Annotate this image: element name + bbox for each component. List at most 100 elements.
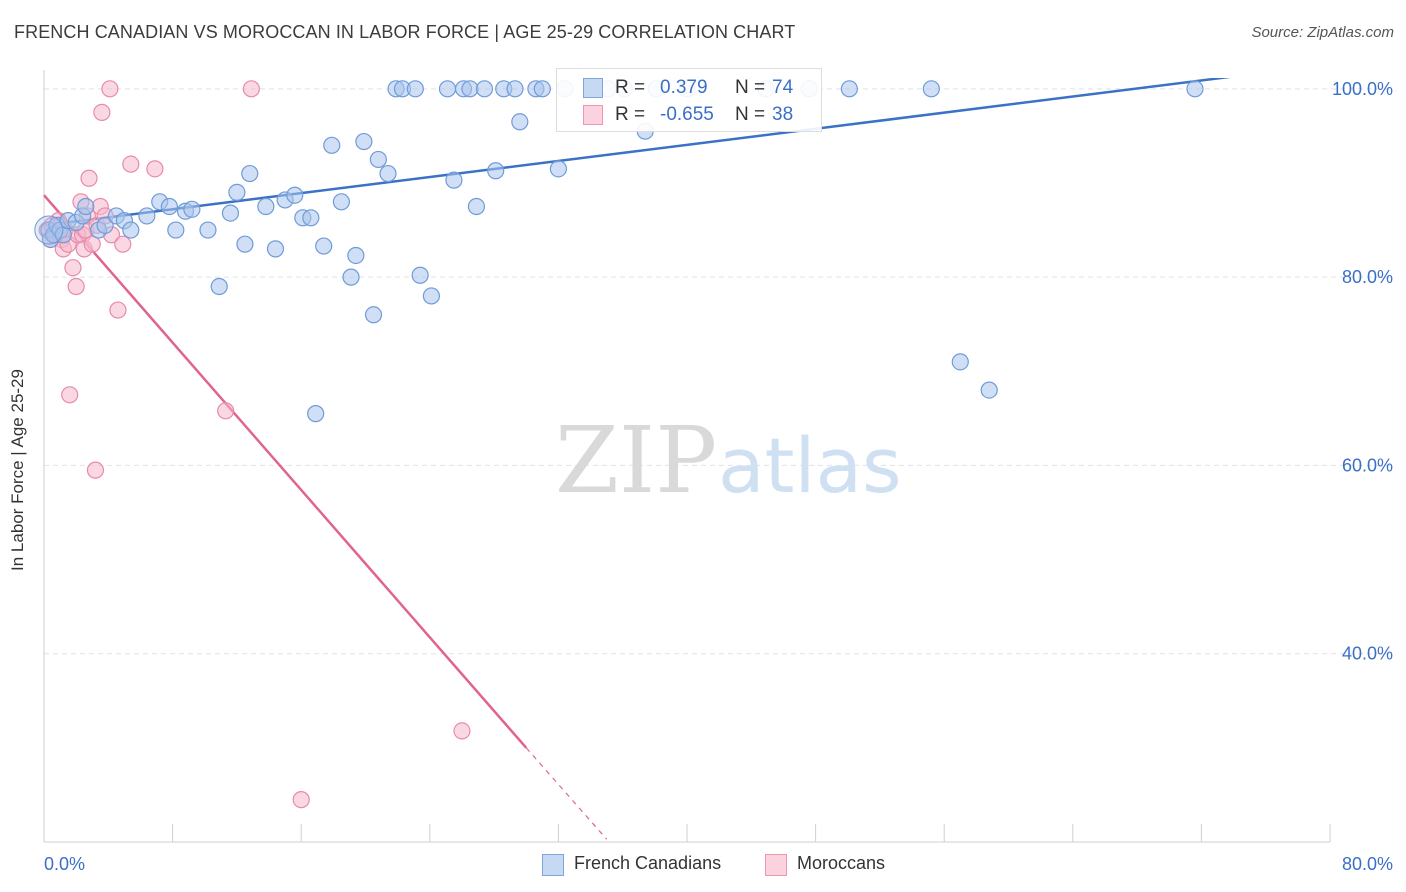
y-axis-title: In Labor Force | Age 25-29 xyxy=(8,369,27,571)
r-value: -0.655 xyxy=(660,104,714,125)
moroccans-point xyxy=(83,235,101,253)
french-canadians-point xyxy=(210,277,228,296)
french-canadians-point xyxy=(307,405,325,423)
french-canadians-point xyxy=(445,171,463,189)
french-canadians-point xyxy=(241,164,259,183)
french-canadians-point xyxy=(411,266,429,284)
french-canadians-point xyxy=(379,164,397,183)
stats-swatch-blue xyxy=(583,78,603,98)
y-tick-label: 80.0% xyxy=(1342,267,1393,287)
chart-source: Source: ZipAtlas.com xyxy=(1251,24,1394,41)
french-canadians-point xyxy=(533,80,551,98)
french-canadians-point xyxy=(332,193,350,211)
trend-line-moroccans xyxy=(43,194,528,749)
french-canadians-point xyxy=(406,80,424,98)
legend-swatch-blue xyxy=(542,854,564,876)
moroccans-point xyxy=(93,103,111,121)
n-label: N = xyxy=(735,104,766,125)
french-canadians-point xyxy=(951,353,969,371)
moroccans-point xyxy=(86,461,105,479)
moroccans-point xyxy=(292,791,310,809)
french-canadians-point xyxy=(342,268,360,286)
french-canadians-point xyxy=(549,160,568,178)
r-label: R = xyxy=(615,77,646,98)
moroccans-point xyxy=(67,277,85,296)
french-canadians-point xyxy=(221,204,240,222)
french-canadians-point xyxy=(364,306,383,324)
french-canadians-point xyxy=(167,221,185,239)
x-tick-label-min: 0.0% xyxy=(44,854,85,874)
moroccans-point xyxy=(242,80,260,98)
moroccans-point xyxy=(114,235,132,253)
y-tick-label: 100.0% xyxy=(1332,79,1393,99)
french-canadians-point xyxy=(77,197,95,216)
stats-box: R = 0.379 N = 74 R = -0.655 N = 38 xyxy=(556,68,822,132)
french-canadians-point xyxy=(369,150,387,169)
moroccans-point xyxy=(101,80,119,98)
french-canadians-point xyxy=(257,197,275,216)
french-canadians-point xyxy=(511,113,529,131)
legend-label: French Canadians xyxy=(574,853,722,873)
french-canadians-point xyxy=(323,136,341,154)
moroccans-point xyxy=(80,169,98,187)
watermark-atlas: atlas xyxy=(718,421,902,510)
stats-row-moroccans: R = -0.655 N = 38 xyxy=(557,102,821,128)
french-canadians-point xyxy=(96,216,114,234)
n-value: 38 xyxy=(772,104,794,125)
french-canadians-point xyxy=(467,197,486,216)
watermark-zip: ZIP xyxy=(555,407,717,514)
french-canadians-point xyxy=(422,287,441,305)
r-value: 0.379 xyxy=(660,77,708,98)
french-canadians-point xyxy=(347,246,365,265)
y-tick-label: 40.0% xyxy=(1342,644,1393,664)
moroccans-point xyxy=(122,155,140,173)
french-canadians-point xyxy=(315,237,333,255)
french-canadians-point xyxy=(302,209,320,227)
french-canadians-point xyxy=(160,197,178,216)
legend-item-french-canadians[interactable]: French Canadians xyxy=(542,852,742,876)
watermark: ZIP atlas xyxy=(555,407,902,514)
french-canadians-point xyxy=(840,80,858,98)
french-canadians-point xyxy=(138,207,156,225)
moroccans-point xyxy=(217,402,235,420)
moroccans-point xyxy=(64,259,82,277)
trend-line-french-canadians xyxy=(44,78,1232,227)
n-label: N = xyxy=(735,77,766,98)
french-canadians-point xyxy=(980,381,998,399)
french-canadians-point xyxy=(475,80,494,98)
legend-label: Moroccans xyxy=(797,853,886,873)
moroccans-point xyxy=(109,301,127,319)
legend-item-moroccans[interactable]: Moroccans xyxy=(765,852,915,876)
chart-title: FRENCH CANADIAN VS MOROCCAN IN LABOR FOR… xyxy=(14,22,796,42)
moroccans-point xyxy=(453,722,471,740)
french-canadians-point xyxy=(236,235,254,253)
trend-lines xyxy=(43,78,1232,840)
french-canadians-point xyxy=(922,80,940,98)
n-value: 74 xyxy=(772,77,794,98)
stats-row-french-canadians: R = 0.379 N = 74 xyxy=(557,75,821,101)
french-canadians-point xyxy=(438,80,457,98)
french-canadians-cluster-point xyxy=(34,215,64,245)
french-canadians-point xyxy=(228,183,246,201)
french-canadians-point xyxy=(266,240,285,258)
french-canadians-point xyxy=(199,221,217,239)
moroccans-point xyxy=(61,386,79,404)
french-canadians-point xyxy=(506,80,524,98)
french-canadians-point xyxy=(183,200,201,218)
french-canadians-point xyxy=(487,162,505,180)
french-canadians-point xyxy=(461,80,479,98)
trend-line-moroccans-extension xyxy=(525,747,608,840)
legend-swatch-pink xyxy=(765,854,787,876)
moroccans-point xyxy=(146,160,164,178)
stats-swatch-pink xyxy=(583,105,603,125)
x-tick-label-max: 80.0% xyxy=(1342,854,1393,874)
tick-labels: 40.0% 60.0% 80.0% 100.0% 0.0% 80.0% xyxy=(44,79,1393,874)
french-canadians-point xyxy=(1186,80,1204,98)
french-canadians-point xyxy=(355,132,373,151)
r-label: R = xyxy=(615,104,646,125)
moroccans-points xyxy=(38,80,471,809)
axes xyxy=(43,70,1331,843)
french-canadians-point xyxy=(286,186,304,204)
french-canadians-point xyxy=(122,221,140,239)
